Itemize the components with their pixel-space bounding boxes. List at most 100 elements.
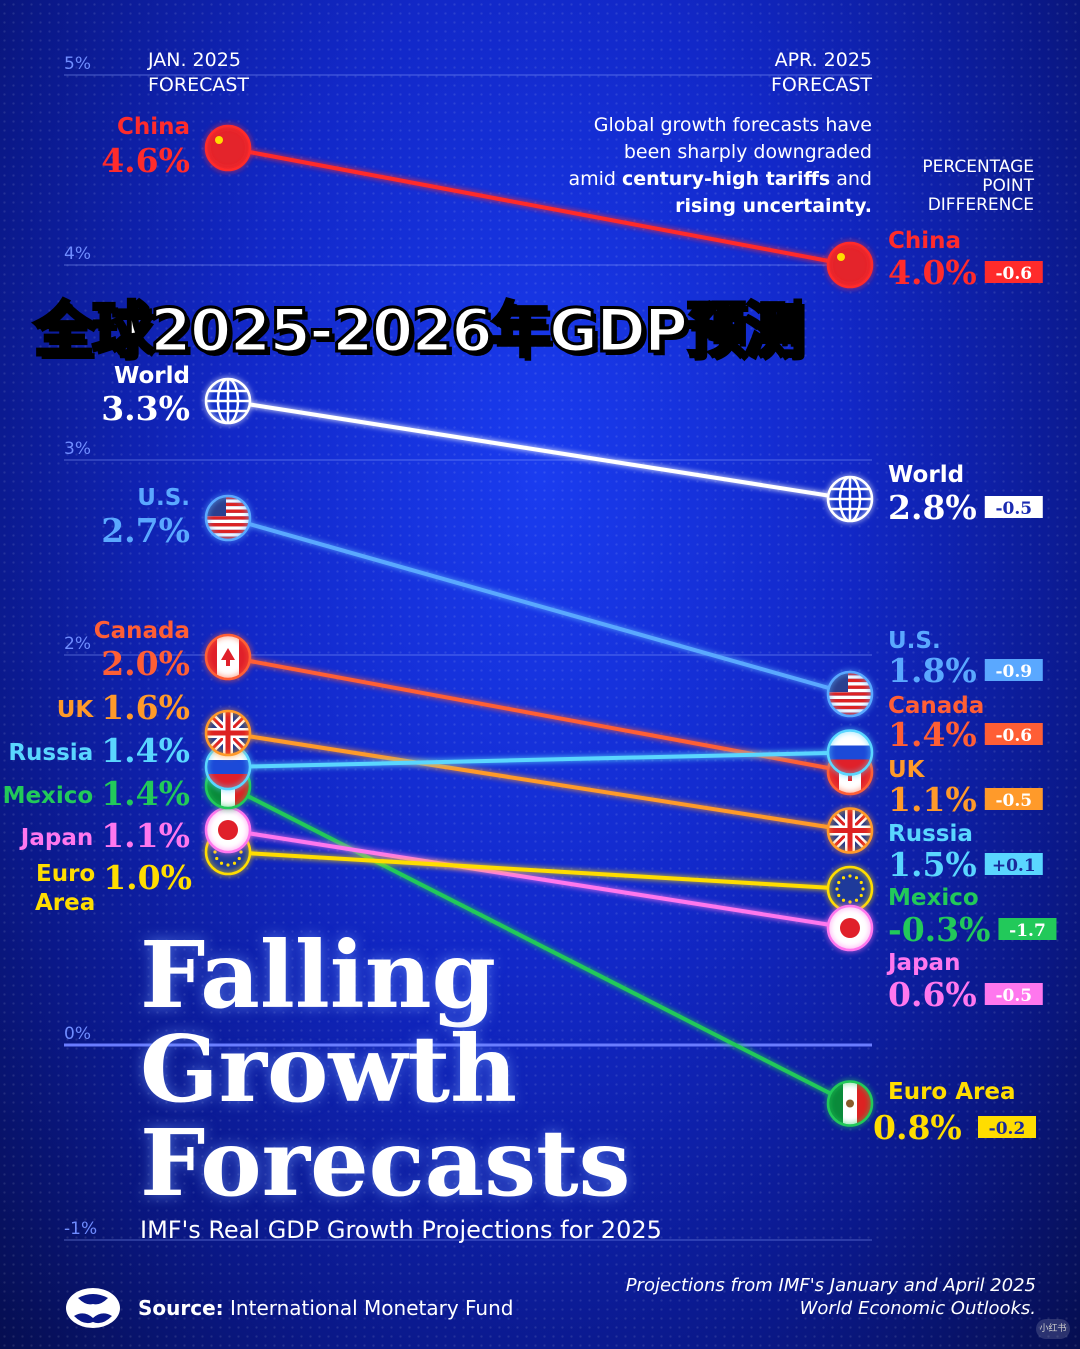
difference-header: PERCENTAGE POINT DIFFERENCE [922,158,1034,215]
series-line-canada [227,655,851,774]
diff-value-world: -0.5 [995,499,1032,519]
star [215,136,223,144]
chart-subtitle: IMF's Real GDP Growth Projections for 20… [140,1216,662,1244]
globe-line [828,477,872,521]
jan-value-uk: 1.6% [101,688,190,727]
flag-body [828,477,872,521]
diff-value-japan: -0.5 [995,986,1032,1006]
y-tick-label: 4% [64,244,91,264]
flag-part [828,699,872,703]
flag-body [828,867,872,911]
flag-ring [826,1080,874,1127]
japan-flag-left-icon [204,806,252,854]
apr-value-russia: 1.5% [888,845,977,884]
flag-part [828,692,872,696]
jan-label-canada: Canada [94,618,190,644]
apr-label-us: U.S. [888,628,941,654]
eu-star [237,856,241,861]
jan-value-russia: 1.4% [101,731,190,770]
apr-value-china: 4.0% [888,253,977,292]
flag-body [828,672,872,716]
flag-part [828,705,872,710]
diff-badge-euroarea [978,1116,1036,1138]
globe-line [216,379,240,423]
apr-label-japan: Japan [886,950,960,976]
flag-part [206,526,250,530]
uk-flag-left-icon [204,709,252,757]
header-line: DIFFERENCE [927,195,1034,215]
russia-flag-right-icon [826,729,874,776]
flag-part [206,730,250,736]
flag-part [206,523,250,527]
star [837,253,845,261]
diff-value-euroarea: -0.2 [989,1119,1026,1139]
flag-part [206,529,250,534]
eu-star [841,876,846,880]
source-label: Source: [138,1296,224,1320]
jan-value-china: 4.6% [101,141,190,180]
mexico-flag-right-icon [826,1080,874,1127]
sun [840,918,860,938]
jan-label-us: U.S. [137,485,190,511]
jan-label-uk: UK [57,697,95,723]
jan-value-euroarea: 1.0% [103,858,192,897]
flag-part [828,685,872,689]
flag-ring [826,807,874,854]
flag-body [206,711,250,755]
x-label-line: APR. 2025 [774,49,872,71]
flag-body [206,126,250,170]
footnote-line: World Economic Outlooks. [799,1298,1036,1319]
x-label-jan: JAN. 2025 FORECAST [148,48,249,98]
flag-part [828,828,872,833]
diff-badge-mexico [998,918,1057,940]
eu-star [861,887,865,891]
jan-value-canada: 2.0% [101,644,190,683]
jan-label-china: China [117,114,190,140]
flag-part [206,499,250,503]
eu-star [835,887,839,891]
diff-badge-world [984,496,1043,518]
series-line-mexico [227,784,851,1106]
eu-star [837,893,841,898]
x-label-line: JAN. 2025 [148,49,241,71]
flag-part [206,533,250,537]
diff-badge-russia [984,853,1043,875]
chart-title: Falling Growth Forecasts [140,928,630,1210]
globe-right-icon [826,475,874,523]
emblem [846,1099,854,1108]
flag-part [828,672,872,676]
apr-label-euroarea: Euro Area [888,1079,1016,1105]
eu-star [219,861,224,865]
flag-part [828,867,872,911]
flag-ring [204,124,252,172]
flag-part [828,695,872,700]
jan-label-euroarea: Euro [36,861,95,887]
flag-part [206,496,250,500]
flag-part [861,750,872,794]
flag-body [828,906,872,950]
jan-label-world: World [114,363,190,389]
jan-label-russia: Russia [8,740,93,766]
apr-value-uk: 1.1% [888,780,977,819]
flag-ring [204,494,252,542]
flag-part [206,502,250,507]
flag-part [828,682,872,686]
flag-body [206,635,250,679]
apr-label-russia: Russia [888,821,973,847]
y-tick-label: 2% [64,634,91,654]
x-label-apr: APR. 2025 FORECAST [771,48,872,98]
flag-part [828,750,839,794]
annotation-line: amid century-high tariffs and [568,168,872,190]
diff-badge-canada [984,723,1043,745]
canada-flag-left-icon [204,633,252,681]
series-line-china [227,146,851,267]
sun [218,820,238,840]
globe-line [206,379,250,423]
flag-part [828,709,872,713]
apr-label-mexico: Mexico [888,885,979,911]
eu-star [215,856,219,861]
jan-value-japan: 1.1% [101,816,190,855]
diff-value-uk: -0.5 [995,791,1032,811]
title-line: Growth [140,1015,517,1123]
